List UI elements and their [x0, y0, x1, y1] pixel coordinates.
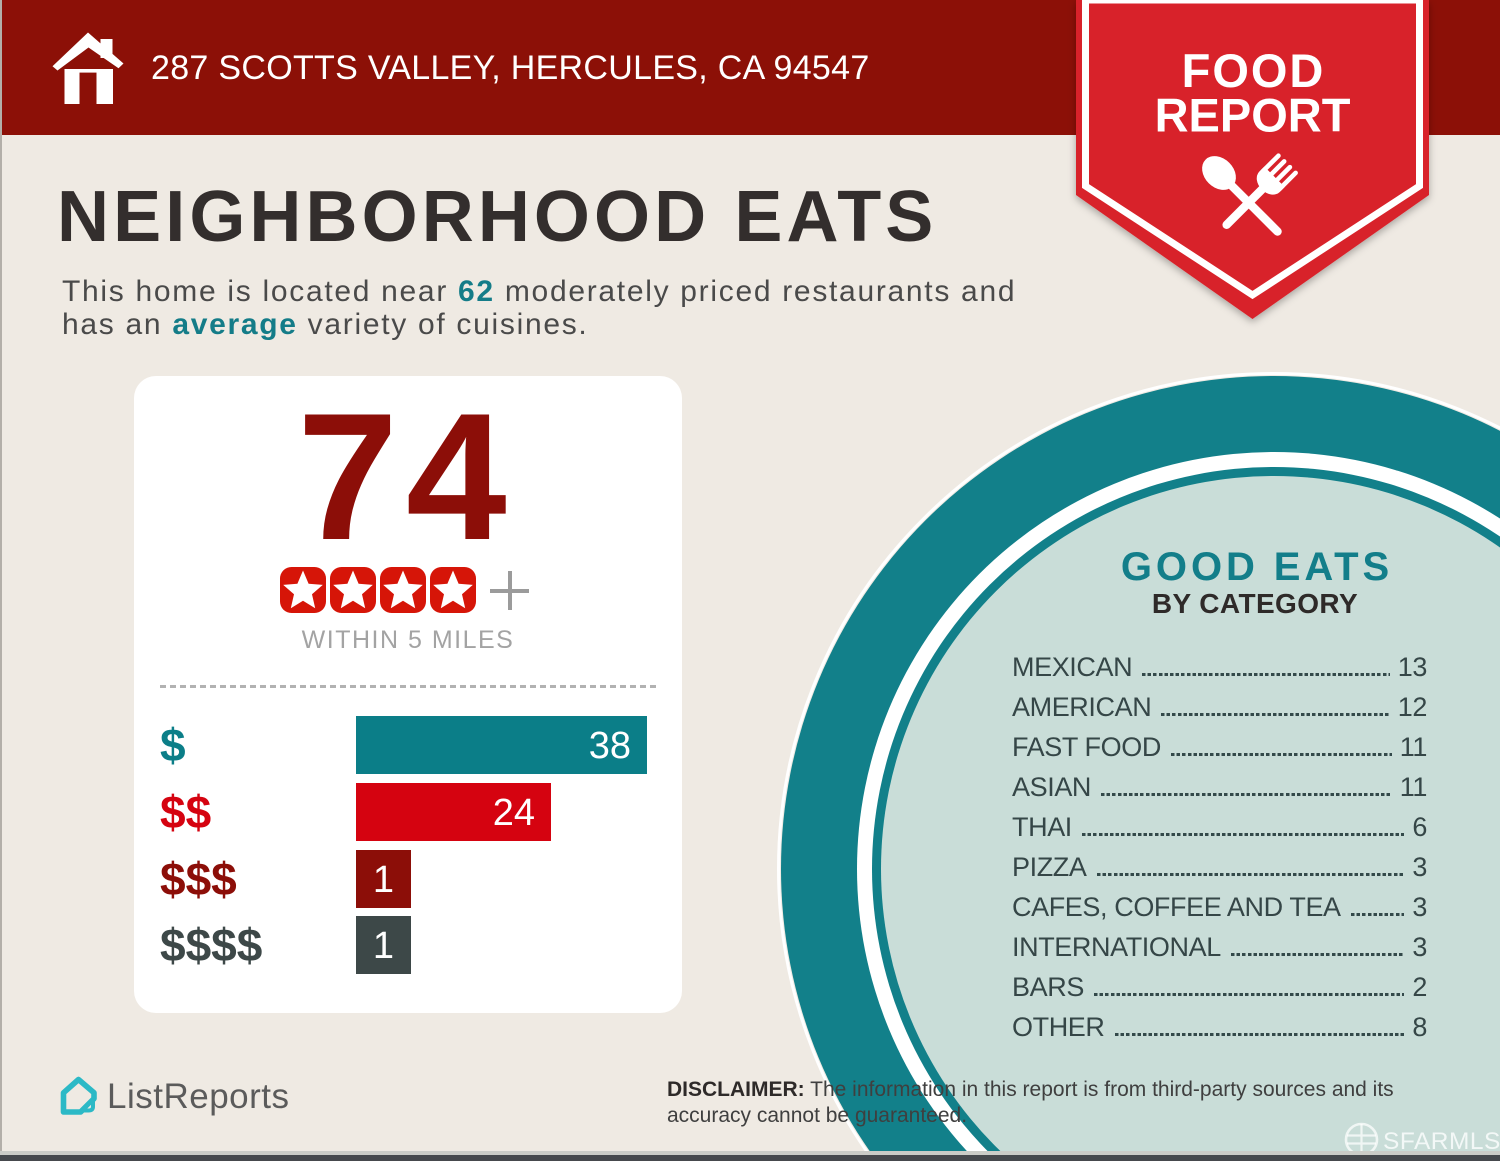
svg-text:REPORT: REPORT: [1155, 89, 1351, 142]
svg-text:FOOD: FOOD: [1182, 44, 1326, 97]
